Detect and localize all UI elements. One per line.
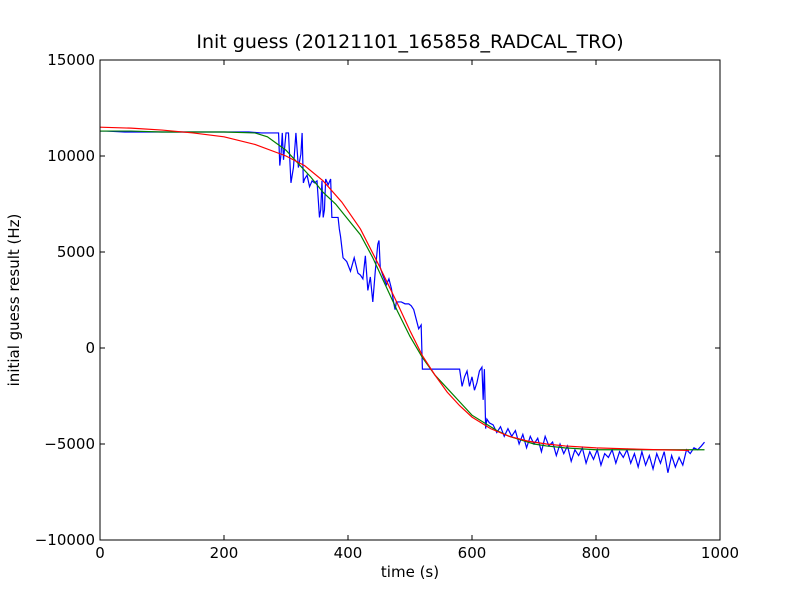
chart-title: Init guess (20121101_165858_RADCAL_TRO) (196, 31, 623, 53)
y-tick-label: −10000 (35, 531, 95, 549)
x-tick-label: 600 (458, 544, 487, 562)
x-tick-label: 400 (334, 544, 363, 562)
y-tick-label: −5000 (44, 435, 95, 453)
series-line-1 (100, 130, 705, 473)
y-tick-label: 10000 (47, 147, 95, 165)
y-axis-ticks: −10000 −5000 0 5000 10000 15000 (35, 51, 720, 549)
x-axis-ticks: 0 200 400 600 800 1000 (95, 60, 739, 562)
plot-frame (99, 59, 721, 541)
y-tick-label: 5000 (57, 243, 95, 261)
plot-area: 0 200 400 600 800 1000 −10000 −5000 0 5000 10000 1… (35, 51, 739, 562)
x-axis-label: time (s) (381, 563, 439, 581)
series-layer (100, 126, 705, 473)
x-tick-label: 200 (210, 544, 239, 562)
x-tick-label: 800 (582, 544, 611, 562)
y-tick-label: 15000 (47, 51, 95, 69)
x-tick-label: 1000 (701, 544, 739, 562)
series-line-2 (100, 130, 705, 451)
x-tick-label: 0 (95, 544, 105, 562)
series-line-3 (100, 126, 690, 451)
y-axis-label: initial guess result (Hz) (5, 214, 23, 387)
y-tick-label: 0 (85, 339, 95, 357)
